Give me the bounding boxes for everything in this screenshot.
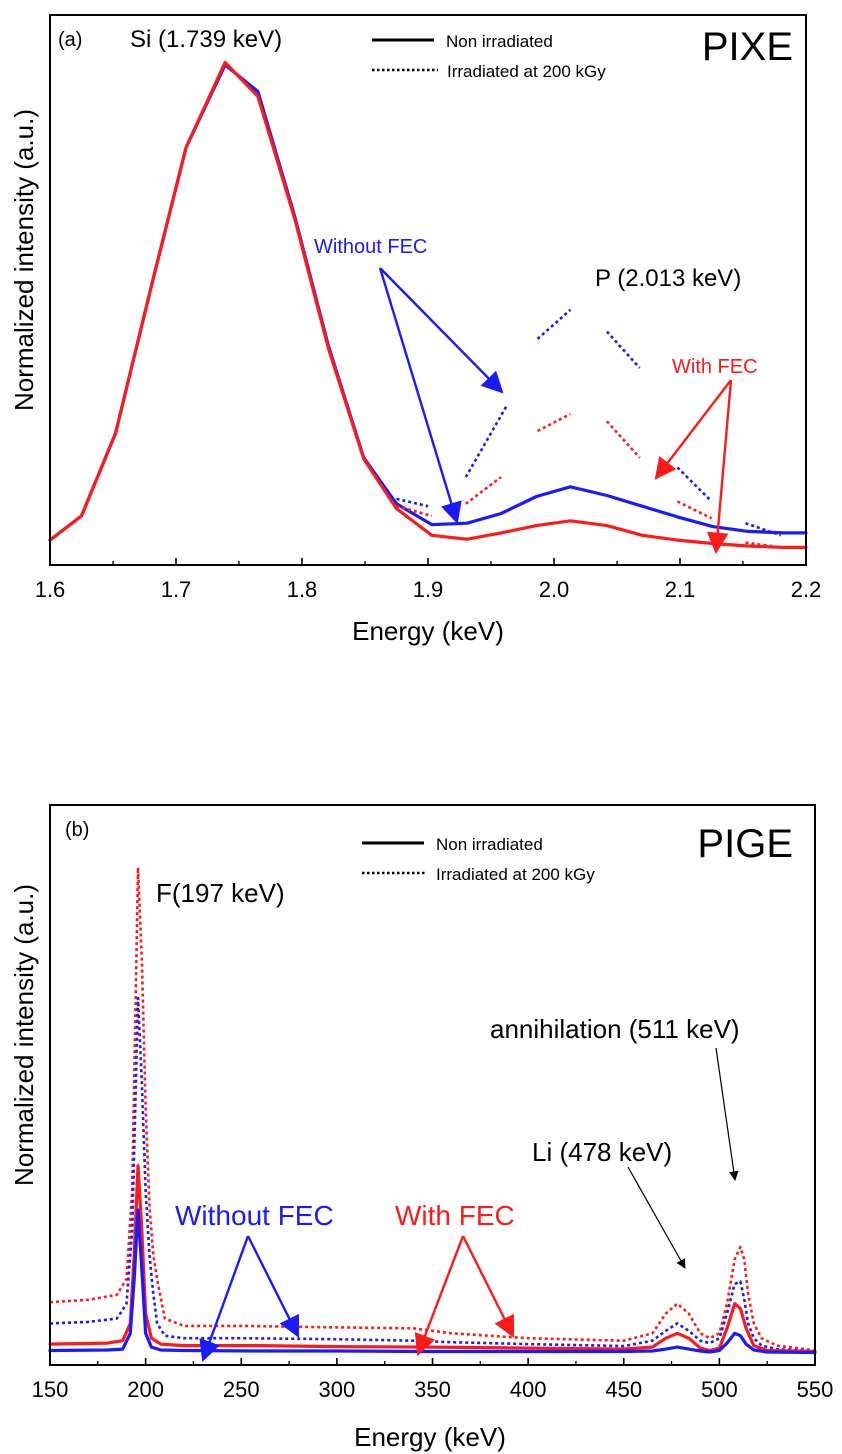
panel-a-legend: Non irradiated Irradiated at 200 kGy	[372, 32, 606, 81]
panel-b-technique-label: PIGE	[697, 822, 793, 866]
arrow-without-fec-a-2	[378, 267, 462, 525]
x-tick-label: 2.2	[791, 577, 822, 602]
series-without-fec-dotted-segment-1	[396, 497, 429, 508]
annotation-with-fec-a: With FEC	[672, 356, 758, 378]
series-with-fec-solid-line	[48, 1164, 817, 1354]
arrow-with-fec-b-2	[461, 1235, 515, 1338]
panel-b-x-axis-title: Energy (keV)	[354, 1422, 506, 1452]
annotation-annihilation-peak: annihilation (511 keV)	[490, 1014, 740, 1044]
annotation-p-peak: P (2.013 keV)	[595, 265, 741, 292]
annotation-f-peak: F(197 keV)	[156, 878, 285, 908]
series-without-fec-dotted-segment-2	[464, 406, 508, 478]
annotation-li-peak: Li (478 keV)	[532, 1137, 672, 1167]
annotation-si-peak: Si (1.739 keV)	[130, 26, 282, 53]
series-without-fec-dotted-line	[49, 996, 816, 1353]
series-with-fec-dotted-segment-1	[396, 504, 433, 518]
series-with-fec-solid-line	[48, 60, 808, 550]
arrow-annihilation	[715, 1047, 739, 1181]
arrow-without-fec-a-1	[379, 267, 504, 394]
panel-a-x-ticks: 1.6 1.7 1.8 1.9 2.0 2.1 2.2	[35, 558, 822, 602]
legend-dotted-label: Irradiated at 200 kGy	[447, 62, 606, 81]
arrow-with-fec-a-1	[654, 379, 732, 480]
series-with-fec-dotted-line	[49, 866, 816, 1352]
series-without-fec-dotted-segment-4	[605, 330, 641, 369]
panel-a-technique-label: PIXE	[702, 25, 793, 69]
annotation-without-fec-a: Without FEC	[314, 236, 427, 258]
x-tick-label: 300	[319, 1377, 356, 1402]
series-without-fec-dotted-segment-3	[536, 308, 572, 340]
x-tick-label: 200	[127, 1377, 164, 1402]
annotation-with-fec-b: With FEC	[395, 1200, 515, 1231]
chart-panel-a: 1.6 1.7 1.8 1.9 2.0 2.1 2.2 (a) PIXE Non irrad…	[9, 14, 822, 646]
x-tick-label: 1.6	[35, 577, 66, 602]
chart-panel-b: 150 200 250 300 350 400 450 500 550 (b) PIGE Non…	[9, 804, 834, 1452]
panel-b-series-layer	[48, 866, 817, 1355]
x-tick-label: 2.1	[665, 577, 696, 602]
panel-b-y-axis-title: Normalized intensity (a.u.)	[9, 884, 39, 1186]
legend-solid-label: Non irradiated	[446, 32, 553, 51]
arrow-without-fec-b-2	[246, 1235, 300, 1338]
panel-b-legend: Non irradiated Irradiated at 200 kGy	[362, 835, 595, 884]
x-tick-label: 1.7	[161, 577, 192, 602]
annotation-without-fec-b: Without FEC	[175, 1200, 334, 1231]
x-tick-label: 1.8	[287, 577, 318, 602]
x-tick-label: 500	[701, 1377, 738, 1402]
panel-b-label: (b)	[65, 819, 89, 841]
arrow-with-fec-b-1	[414, 1235, 465, 1357]
legend-dotted-label: Irradiated at 200 kGy	[436, 865, 595, 884]
x-tick-label: 1.9	[413, 577, 444, 602]
x-tick-label: 2.0	[539, 577, 570, 602]
series-without-fec-solid-line	[48, 1208, 817, 1355]
legend-solid-label: Non irradiated	[436, 835, 543, 854]
series-with-fec-dotted-segment-4	[605, 420, 641, 459]
arrow-li	[627, 1166, 686, 1269]
x-tick-label: 550	[797, 1377, 834, 1402]
series-without-fec-dotted-segment-6	[745, 521, 782, 537]
panel-a-label: (a)	[58, 29, 82, 51]
panel-a-x-axis-title: Energy (keV)	[352, 616, 504, 646]
series-without-fec-dotted-segment-5	[676, 466, 713, 503]
x-tick-label: 450	[605, 1377, 642, 1402]
series-without-fec-solid-line	[48, 63, 808, 542]
panel-a-series-layer	[48, 60, 808, 550]
panel-a-y-axis-title: Normalized intensity (a.u.)	[9, 109, 39, 411]
x-tick-label: 250	[223, 1377, 260, 1402]
x-tick-label: 350	[414, 1377, 451, 1402]
arrow-without-fec-b-1	[199, 1235, 250, 1363]
arrow-with-fec-a-2	[706, 379, 733, 555]
series-with-fec-dotted-segment-5	[676, 500, 713, 520]
x-tick-label: 150	[32, 1377, 69, 1402]
x-tick-label: 400	[510, 1377, 547, 1402]
series-with-fec-dotted-segment-3	[537, 412, 571, 433]
series-with-fec-dotted-segment-2	[465, 476, 502, 505]
panel-b-x-ticks: 150 200 250 300 350 400 450 500 550	[32, 1358, 834, 1402]
